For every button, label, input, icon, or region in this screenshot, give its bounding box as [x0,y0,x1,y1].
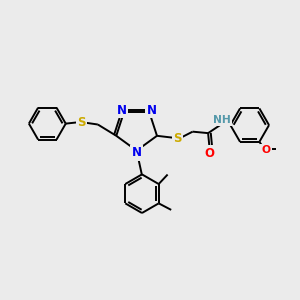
Text: S: S [77,116,86,129]
Text: N: N [132,146,142,160]
Text: O: O [261,145,270,155]
Text: O: O [205,147,214,160]
Text: S: S [173,132,182,145]
Text: N: N [147,104,157,117]
Text: NH: NH [213,115,231,125]
Text: N: N [117,104,127,117]
